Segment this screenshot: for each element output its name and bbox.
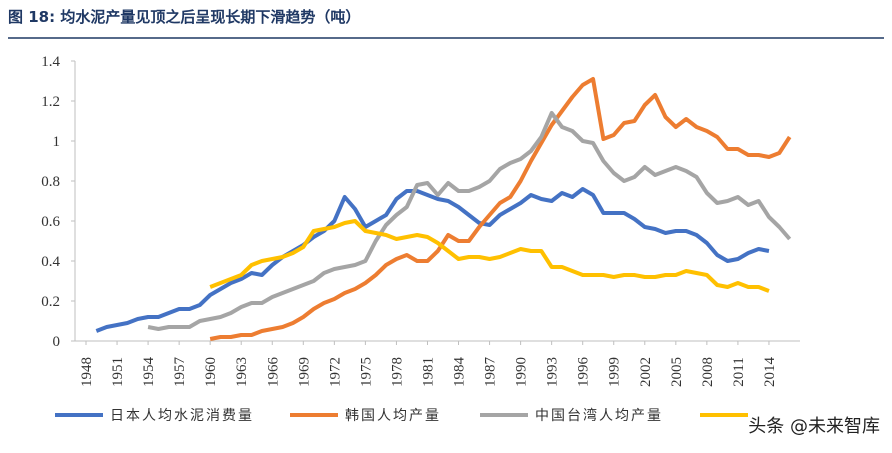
series-line xyxy=(95,187,770,333)
y-tick-label: 1.4 xyxy=(41,54,60,70)
y-tick-label: 1.2 xyxy=(41,94,60,110)
x-tick-label: 1969 xyxy=(296,357,312,387)
legend-label: 中国台湾人均产量 xyxy=(535,407,663,424)
chart-title: 图 18: 均水泥产量见顶之后呈现长期下滑趋势（吨） xyxy=(8,8,360,26)
x-tick-label: 1999 xyxy=(607,357,623,387)
x-tick-label: 2014 xyxy=(762,357,778,388)
x-tick-label: 1951 xyxy=(110,357,126,387)
x-tick-label: 1954 xyxy=(141,357,157,388)
x-tick-label: 1984 xyxy=(452,357,468,388)
x-tick-label: 1975 xyxy=(358,357,374,387)
x-tick-label: 1960 xyxy=(203,357,219,387)
x-tick-label: 2011 xyxy=(731,357,747,386)
x-tick-label: 2005 xyxy=(669,357,685,387)
x-tick-label: 1966 xyxy=(265,357,281,388)
x-tick-label: 1963 xyxy=(234,357,250,387)
x-tick-label: 2002 xyxy=(638,357,654,387)
x-tick-label: 1987 xyxy=(483,356,499,387)
watermark: 头条 @未来智库 xyxy=(748,416,880,437)
x-tick-label: 1990 xyxy=(514,357,530,387)
x-tick-label: 1981 xyxy=(420,357,436,387)
x-tick-label: 1957 xyxy=(172,357,188,388)
y-tick-label: 0.2 xyxy=(41,294,60,310)
x-tick-label: 1993 xyxy=(545,357,561,387)
y-tick-label: 0 xyxy=(53,334,61,350)
x-tick-label: 2008 xyxy=(700,357,716,387)
legend-label: 韩国人均产量 xyxy=(345,408,441,424)
series-line xyxy=(147,111,792,331)
x-tick-label: 1978 xyxy=(389,357,405,387)
y-tick-label: 0.4 xyxy=(41,254,60,270)
y-tick-label: 1 xyxy=(53,134,61,150)
x-tick-label: 1996 xyxy=(576,357,592,388)
x-tick-label: 1948 xyxy=(79,357,95,387)
series-line xyxy=(209,219,770,293)
y-tick-label: 0.8 xyxy=(41,174,60,190)
y-tick-label: 0.6 xyxy=(41,214,60,230)
legend-label: 日本人均水泥消费量 xyxy=(110,408,254,424)
series-line xyxy=(209,77,792,341)
x-tick-label: 1972 xyxy=(327,357,343,387)
